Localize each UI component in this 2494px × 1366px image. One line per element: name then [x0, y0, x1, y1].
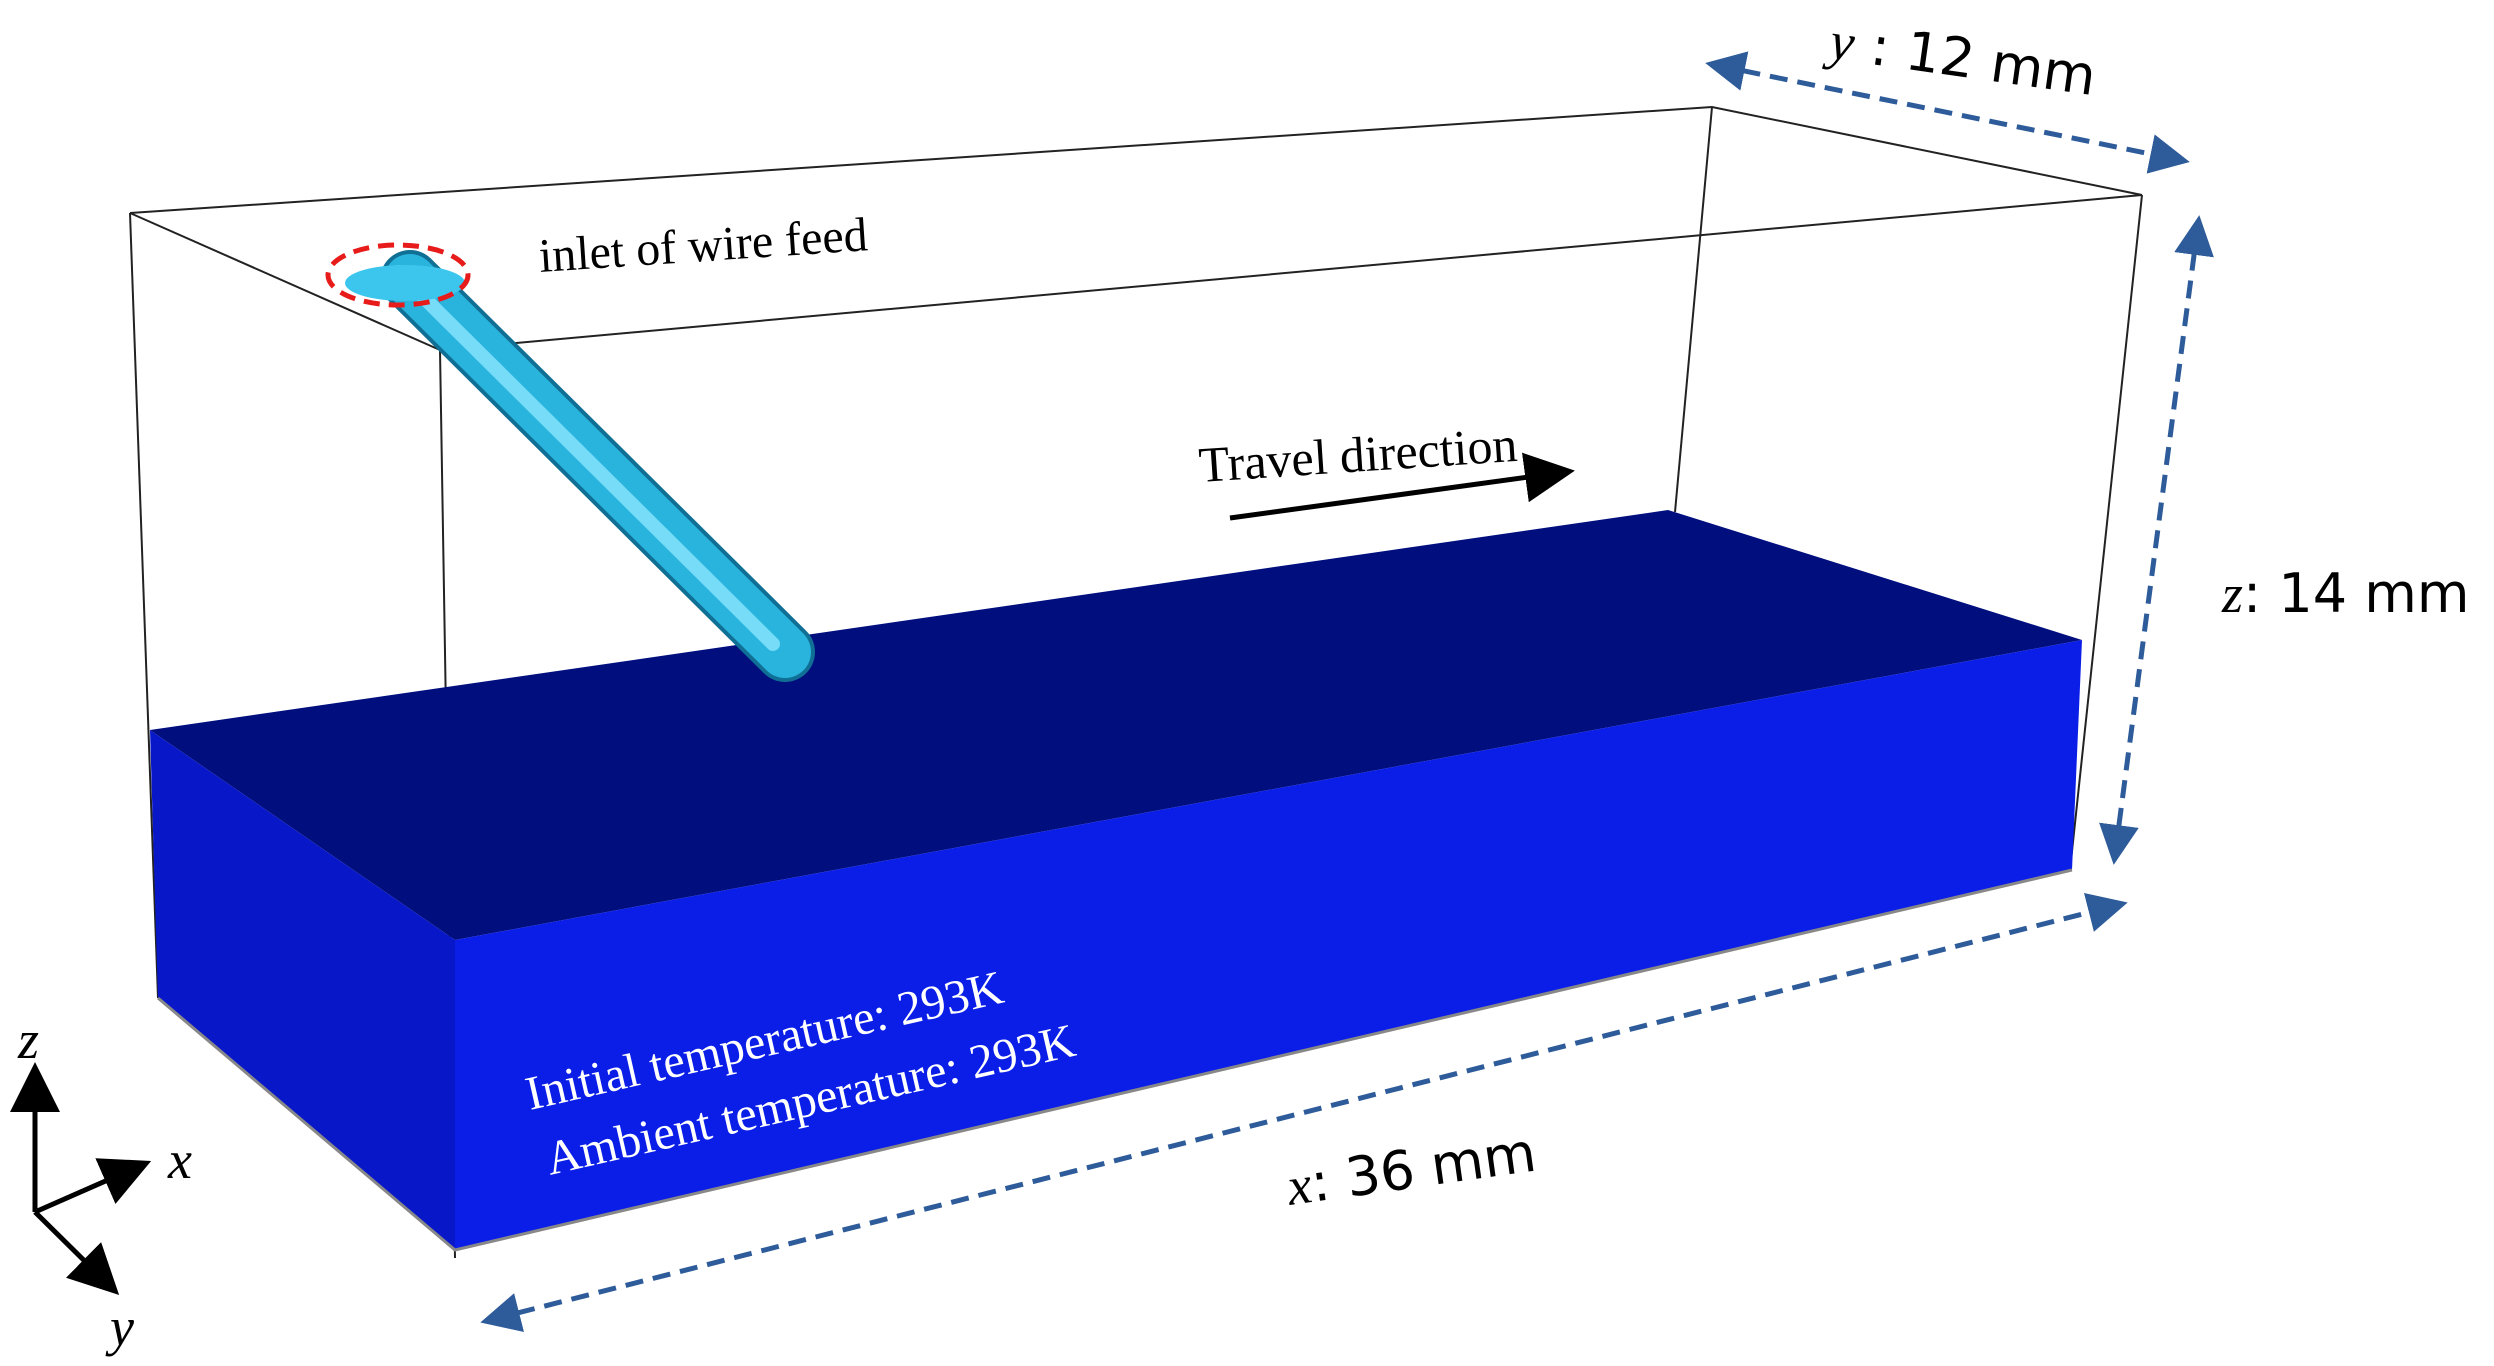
coordinate-axes: z x y	[9, 1010, 192, 1357]
inlet-label: inlet of wire feed	[537, 208, 869, 283]
axis-y-arrow-icon	[33, 1210, 120, 1296]
dimension-arrows	[480, 51, 2214, 1332]
axis-x-label: x	[167, 1130, 192, 1190]
inlet-marker-icon	[325, 242, 471, 308]
axis-z-label: z	[17, 1010, 39, 1070]
substrate-block	[150, 510, 2082, 1252]
block-top-face	[150, 510, 2082, 940]
x-dimension-label: x: 36 mm	[1282, 1121, 1540, 1218]
z-dimension-label: z: 14 mm	[2221, 562, 2469, 625]
wire-feed	[345, 250, 815, 682]
x-dimension-arrow-icon	[480, 893, 2128, 1332]
z-dimension-arrow-icon	[2099, 215, 2214, 865]
travel-direction-arrow-icon	[1229, 452, 1575, 521]
block-left-face	[150, 730, 455, 1250]
y-dimension-arrow-icon	[1705, 51, 2190, 174]
axis-x-arrow-icon	[33, 1158, 152, 1215]
travel-direction-label: Travel direction	[1197, 416, 1519, 493]
axis-y-label: y	[105, 1297, 134, 1357]
